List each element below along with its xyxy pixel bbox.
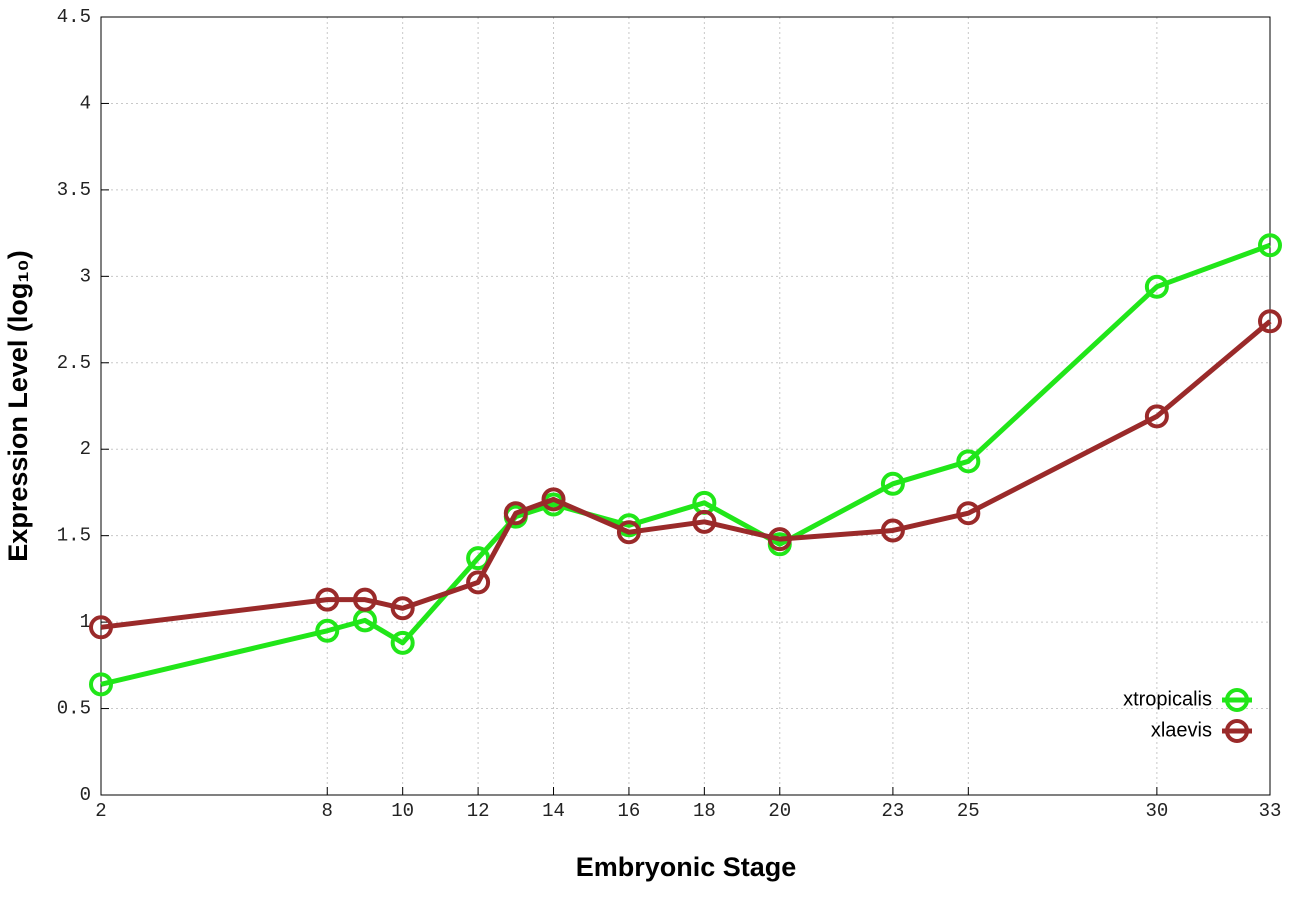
y-tick-label: 1	[80, 611, 91, 633]
point	[390, 596, 415, 621]
x-tick-label: 10	[391, 800, 414, 822]
legend-marker	[1225, 688, 1249, 712]
point	[692, 509, 717, 534]
y-axis-label: Expression Level (log₁₀)	[3, 250, 33, 561]
x-tick-label: 18	[693, 800, 716, 822]
legend-label: xtropicalis	[1123, 688, 1212, 710]
y-tick-label: 0.5	[57, 698, 91, 720]
x-axis-label: Embryonic Stage	[576, 852, 797, 882]
x-tick-label: 8	[322, 800, 333, 822]
y-tick-label: 2	[80, 438, 91, 460]
series-line	[100, 319, 1272, 630]
point	[616, 520, 641, 545]
point	[880, 518, 905, 543]
point	[767, 527, 792, 552]
point	[956, 501, 981, 526]
y-tick-label: 1.5	[57, 525, 91, 547]
plot-frame	[100, 16, 1271, 796]
point	[880, 471, 905, 496]
point	[1144, 404, 1169, 429]
x-tick-label: 20	[768, 800, 791, 822]
x-tick-label: 33	[1259, 800, 1282, 822]
y-tick-label: 3	[80, 265, 91, 287]
point	[956, 449, 981, 474]
y-tick-label: 3.5	[57, 179, 91, 201]
point	[1258, 233, 1282, 258]
series-line	[100, 242, 1271, 687]
point	[315, 587, 340, 612]
point	[89, 672, 113, 697]
point	[466, 570, 491, 595]
x-tick-label: 2	[95, 800, 106, 822]
point	[466, 546, 491, 571]
x-tick-label: 23	[881, 800, 904, 822]
point	[541, 487, 566, 512]
point	[1258, 309, 1282, 334]
point	[315, 618, 340, 643]
x-tick-label: 25	[957, 800, 980, 822]
y-tick-label: 2.5	[57, 352, 91, 374]
point	[1144, 274, 1169, 299]
x-tick-label: 16	[618, 800, 641, 822]
x-tick-label: 30	[1145, 800, 1168, 822]
y-tick-label: 4	[80, 92, 91, 114]
y-tick-label: 4.5	[57, 6, 91, 28]
x-tick-label: 14	[542, 800, 565, 822]
x-tick-label: 12	[467, 800, 490, 822]
point	[89, 615, 113, 640]
y-tick-label: 0	[80, 784, 91, 806]
legend-label: xlaevis	[1151, 719, 1212, 741]
legend-marker	[1225, 719, 1249, 743]
point	[503, 501, 528, 526]
point	[390, 630, 415, 655]
point	[352, 587, 377, 612]
